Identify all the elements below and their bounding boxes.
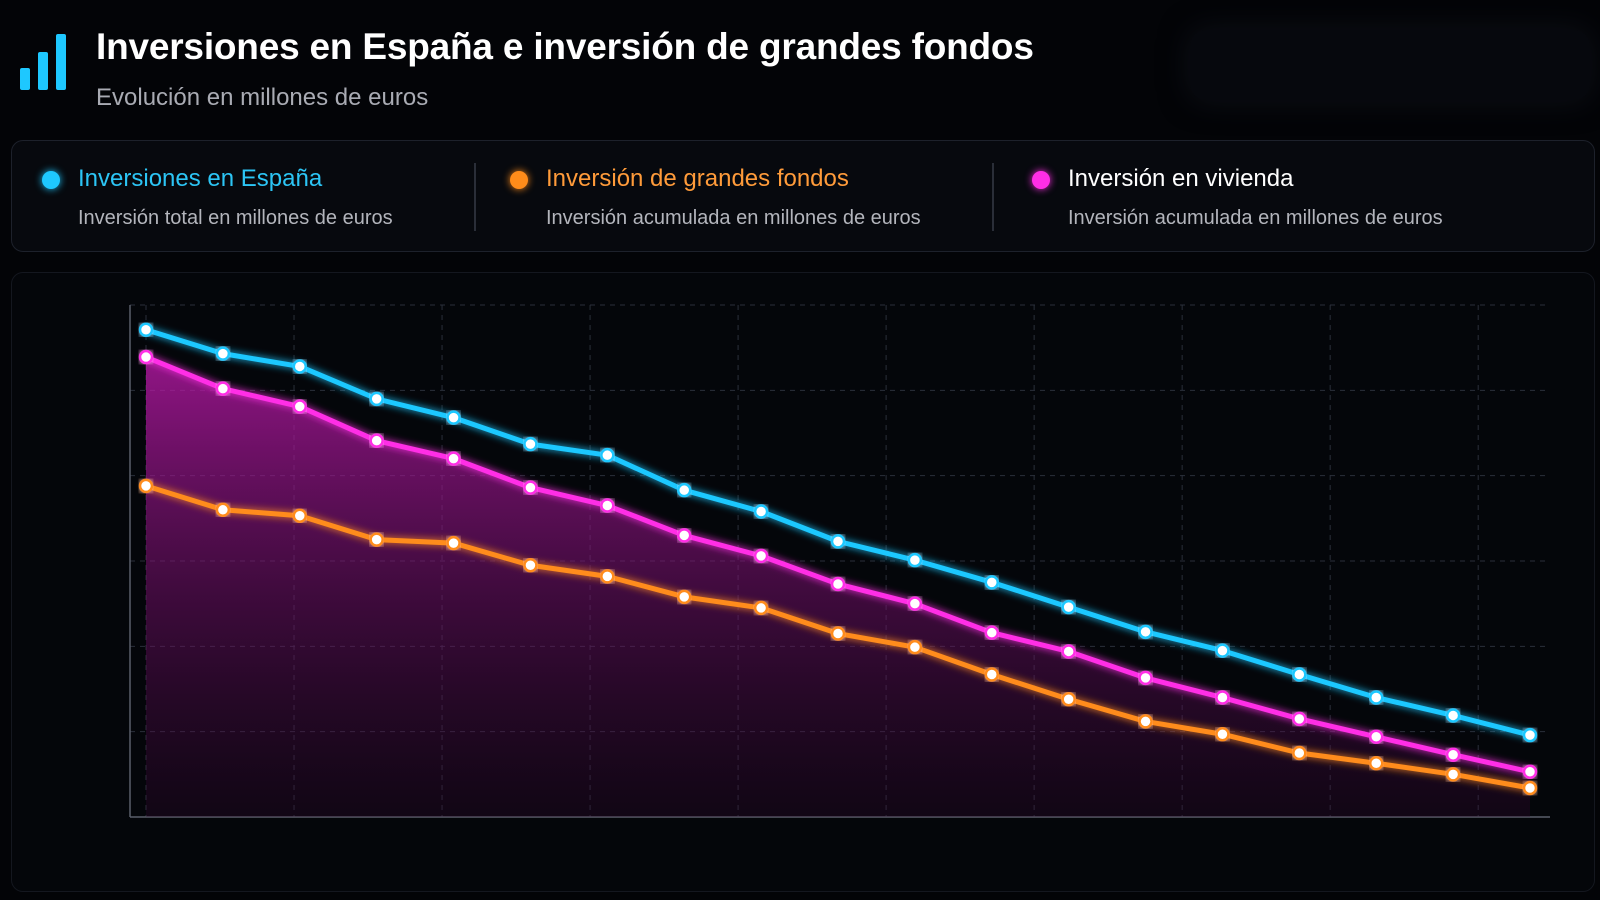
data-point [1061,691,1076,707]
legend-series-description: Inversión acumulada en millones de euros [1068,207,1443,229]
data-point [446,410,461,425]
legend-series-name: Inversión de grandes fondos [546,165,849,192]
data-point [907,552,923,568]
legend-dot-icon [510,171,528,189]
data-point [523,558,538,573]
data-point [1061,644,1076,659]
page-subtitle: Evolución en millones de euros [96,84,429,111]
data-point [523,436,538,452]
data-point [907,596,923,611]
bar-chart-icon [20,32,68,90]
data-point [1138,624,1153,640]
data-point [600,498,615,513]
data-point [446,451,461,466]
data-point [1215,726,1230,742]
data-point [1292,667,1307,682]
header-decoration [1190,30,1590,100]
chart-header: Inversiones en España e inversión de gra… [0,0,1600,130]
data-point [138,322,154,337]
series-1 [138,322,1538,743]
data-point [600,569,615,584]
data-point [1368,729,1384,745]
series-3 [138,349,1538,780]
data-point [138,478,154,494]
data-point [1292,745,1307,761]
legend-series-description: Inversión acumulada en millones de euros [546,207,921,229]
data-point [830,534,846,549]
data-point [369,391,384,407]
data-point [292,508,308,524]
series-2 [138,478,1538,796]
data-point [523,480,538,495]
data-point [1445,708,1461,723]
data-point [984,575,1000,590]
legend-series-name: Inversiones en España [78,165,323,192]
data-point [446,535,461,551]
data-point [1522,780,1538,796]
data-point [1368,755,1384,771]
data-point [1138,714,1153,729]
data-point [1138,670,1153,686]
data-point [138,349,154,365]
data-point [753,600,769,616]
data-point [984,625,1000,640]
legend-dot-icon [42,171,60,189]
data-point [1292,711,1307,727]
data-point [1215,690,1230,705]
data-point [369,532,384,547]
data-point [830,576,846,592]
data-point [215,502,231,518]
data-point [600,447,615,463]
legend-series-name: Inversión en vivienda [1068,165,1294,192]
data-point [1368,690,1384,705]
data-point [1445,767,1461,782]
data-point [1445,747,1461,762]
legend-series-description: Inversión total en millones de euros [78,207,393,229]
data-point [1215,643,1230,658]
data-point [215,381,231,396]
data-point [369,433,384,448]
legend-divider [992,163,994,231]
data-point [907,639,923,655]
data-point [676,589,692,605]
data-point [753,504,769,519]
data-point [830,626,846,641]
data-point [984,667,1000,682]
data-point [676,482,692,498]
data-point [1522,727,1538,743]
data-point [1061,599,1076,615]
legend-divider [474,163,476,231]
chart-legend: Inversiones en España Inversión total en… [11,140,1595,252]
data-point [292,359,308,374]
data-point [1522,764,1538,780]
page-title: Inversiones en España e inversión de gra… [96,26,1034,67]
data-point [292,399,308,414]
legend-dot-icon [1032,171,1050,189]
data-point [676,528,692,543]
data-point [215,346,231,361]
data-point [753,548,769,564]
